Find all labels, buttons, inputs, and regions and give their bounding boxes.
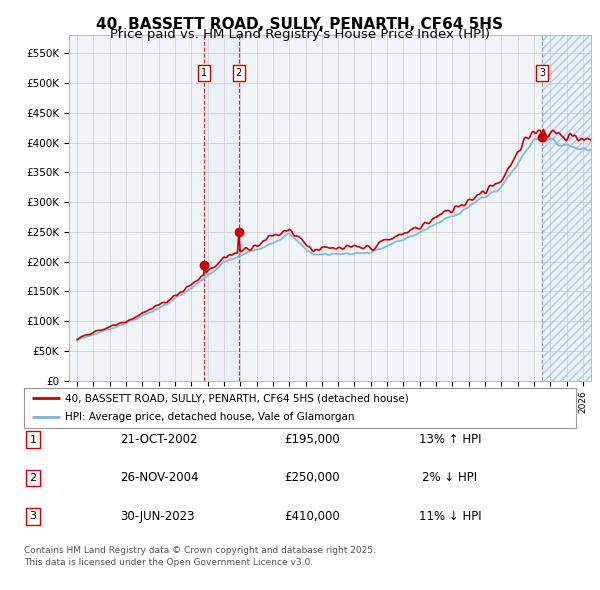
- Text: £195,000: £195,000: [284, 433, 340, 446]
- Text: 2: 2: [236, 68, 242, 78]
- Text: 1: 1: [29, 435, 37, 444]
- Text: 1: 1: [202, 68, 208, 78]
- Text: 30-JUN-2023: 30-JUN-2023: [120, 510, 194, 523]
- Bar: [542, 35, 591, 381]
- Text: 3: 3: [539, 68, 545, 78]
- Text: 40, BASSETT ROAD, SULLY, PENARTH, CF64 5HS: 40, BASSETT ROAD, SULLY, PENARTH, CF64 5…: [97, 17, 503, 31]
- Text: Price paid vs. HM Land Registry's House Price Index (HPI): Price paid vs. HM Land Registry's House …: [110, 28, 490, 41]
- Text: Contains HM Land Registry data © Crown copyright and database right 2025.
This d: Contains HM Land Registry data © Crown c…: [24, 546, 376, 566]
- Text: HPI: Average price, detached house, Vale of Glamorgan: HPI: Average price, detached house, Vale…: [65, 412, 355, 422]
- Bar: [542, 35, 591, 381]
- Text: 21-OCT-2002: 21-OCT-2002: [120, 433, 197, 446]
- Text: 2% ↓ HPI: 2% ↓ HPI: [422, 471, 478, 484]
- Text: 13% ↑ HPI: 13% ↑ HPI: [419, 433, 481, 446]
- Text: 2: 2: [29, 473, 37, 483]
- Text: 3: 3: [29, 512, 37, 521]
- Bar: [205, 35, 239, 381]
- Text: £410,000: £410,000: [284, 510, 340, 523]
- Text: 40, BASSETT ROAD, SULLY, PENARTH, CF64 5HS (detached house): 40, BASSETT ROAD, SULLY, PENARTH, CF64 5…: [65, 394, 409, 404]
- Text: 26-NOV-2004: 26-NOV-2004: [120, 471, 199, 484]
- Text: £250,000: £250,000: [284, 471, 340, 484]
- Text: 11% ↓ HPI: 11% ↓ HPI: [419, 510, 481, 523]
